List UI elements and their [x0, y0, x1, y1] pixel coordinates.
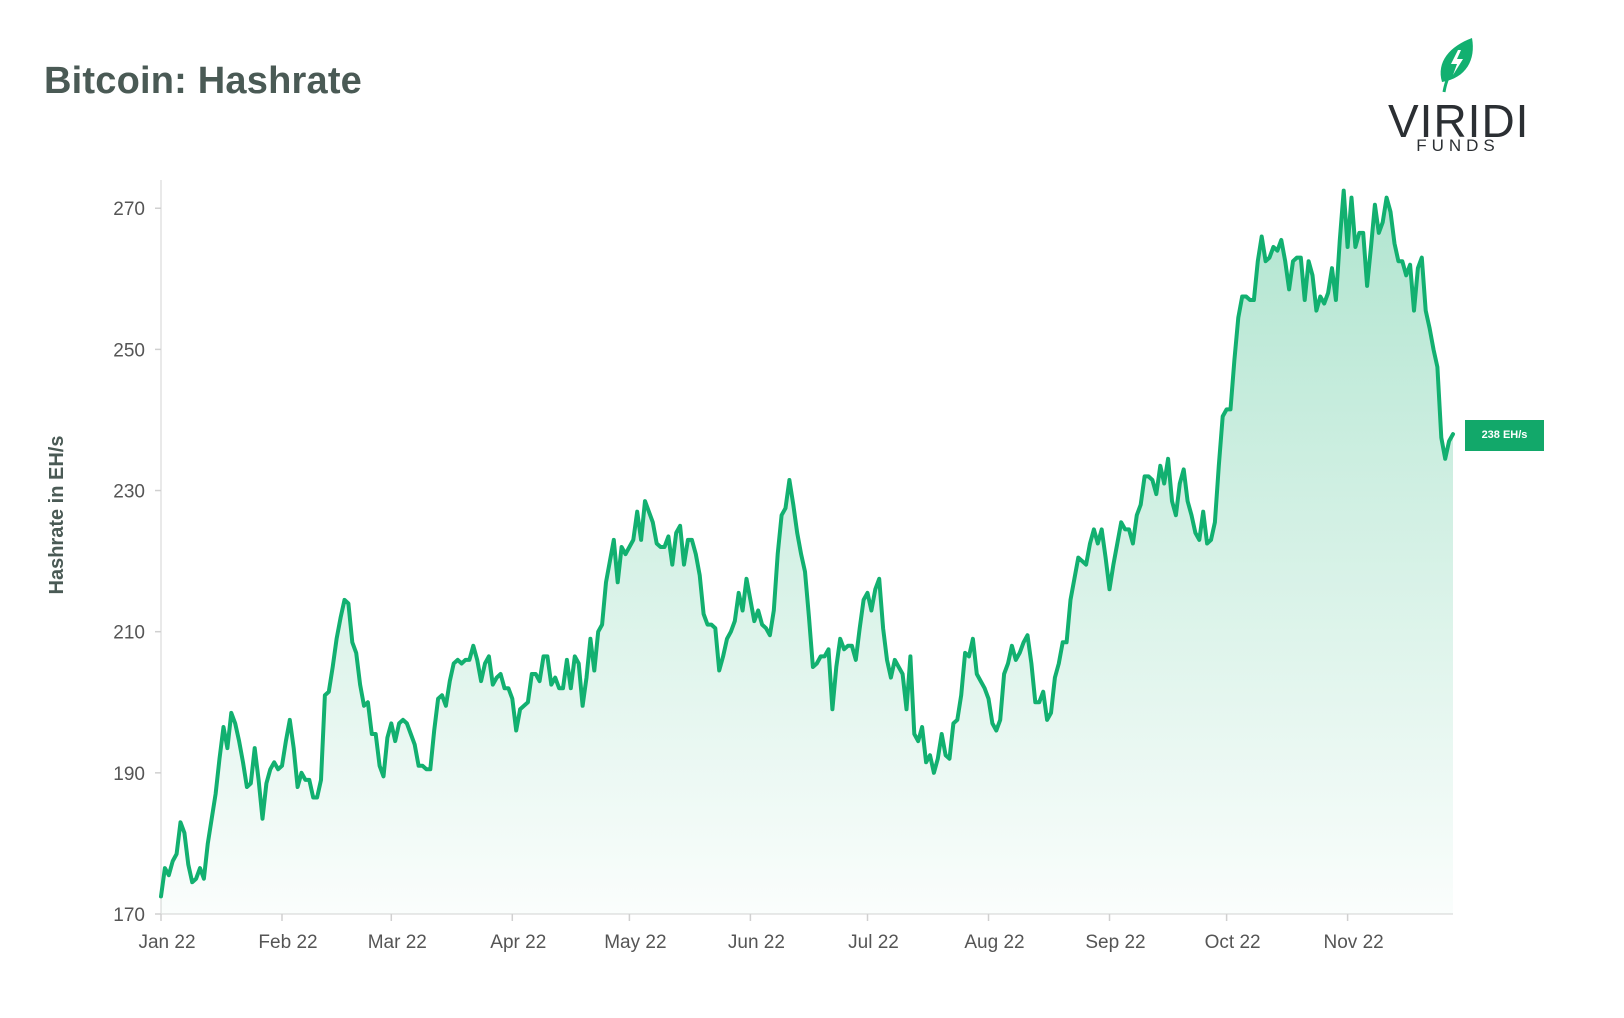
x-tick-label: Jul 22	[848, 932, 899, 953]
last-value-badge: 238 EH/s	[1465, 420, 1544, 451]
viridi-logo: VIRIDI FUNDS	[1388, 30, 1528, 160]
x-tick-label: Feb 22	[258, 932, 317, 953]
x-tick-label: Nov 22	[1324, 932, 1384, 953]
x-tick-label: May 22	[604, 932, 666, 953]
y-tick-label: 190	[113, 764, 145, 785]
x-tick-label: Oct 22	[1205, 932, 1261, 953]
y-tick-label: 250	[113, 340, 145, 361]
x-tick-label: Apr 22	[490, 932, 546, 953]
x-tick-label: Mar 22	[368, 932, 427, 953]
leaf-bolt-icon	[1440, 38, 1473, 93]
x-tick-label: Sep 22	[1085, 932, 1145, 953]
x-tick-label: Jan 22	[138, 932, 195, 953]
x-tick-label: Aug 22	[964, 932, 1024, 953]
y-tick-label: 270	[113, 199, 145, 220]
hashrate-line	[159, 188, 1455, 899]
chart-title: Bitcoin: Hashrate	[44, 60, 363, 102]
hashrate-area	[161, 190, 1453, 915]
y-tick-label: 170	[113, 905, 145, 926]
x-tick-label: Jun 22	[728, 932, 785, 953]
y-tick-label: 210	[113, 623, 145, 644]
logo-wordmark: VIRIDI	[1388, 95, 1530, 147]
logo-subtitle: FUNDS	[1416, 136, 1500, 155]
y-tick-label: 230	[113, 482, 145, 503]
y-axis-label: Hashrate in EH/s	[46, 436, 68, 595]
